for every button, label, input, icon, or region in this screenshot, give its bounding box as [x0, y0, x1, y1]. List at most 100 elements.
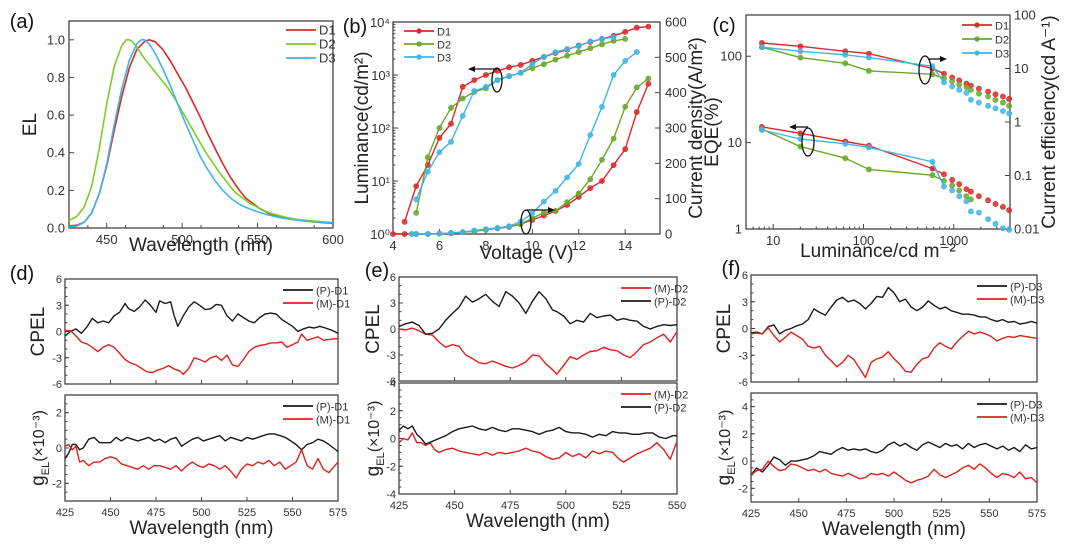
marker-D3-right	[424, 231, 431, 237]
marker-D2-left	[587, 45, 594, 52]
y-tick-label: -4	[386, 489, 396, 501]
marker-D3-CE	[1000, 108, 1006, 114]
marker-D3-CE	[992, 105, 999, 112]
x-tick-label: 14	[618, 238, 632, 253]
y-tick-label: -3	[386, 350, 396, 362]
marker-D3-right	[482, 226, 489, 232]
marker-D2-left	[575, 49, 582, 55]
series-D3-CE	[761, 46, 945, 83]
marker-D3-CE	[956, 86, 963, 93]
y-left-tick-label: 100	[720, 49, 742, 64]
y-right-tick-label: 500	[665, 50, 687, 65]
legend-marker	[974, 22, 980, 28]
panel-d: -6-3036(P)-D1(M)-D1CPEL-202(P)-D1(M)-D1g…	[10, 263, 350, 539]
marker-D3-right	[436, 230, 443, 237]
marker-D2-right	[564, 199, 570, 206]
y-tick-label: 0.8	[47, 70, 65, 85]
y-right-tick-label: 200	[665, 156, 687, 171]
x-tick-label: 425	[56, 507, 74, 519]
panel-label: (d)	[10, 263, 34, 285]
marker-D1-left	[448, 120, 454, 127]
subplot-bottom: -2 0 2 4 (P)-D3(M)-D3 gEL(×10⁻³) 425 450 475 500 5…	[714, 392, 1046, 520]
series-D3-right	[411, 51, 638, 235]
marker-D3-CE	[985, 103, 991, 109]
legend-label: (M)-D2	[654, 284, 688, 296]
marker-D2-CE	[963, 84, 970, 90]
x-axis-label: Voltage (V)	[480, 243, 574, 264]
x-tick-label: 450	[101, 507, 119, 519]
y-tick-label: 0	[742, 456, 748, 468]
marker-D2-right	[645, 75, 652, 82]
marker-D3-left	[541, 54, 547, 60]
marker-D2-EQE	[949, 182, 955, 189]
marker-D3-right	[575, 161, 582, 167]
arrow-right-icon	[940, 56, 947, 62]
marker-D1-right	[633, 109, 640, 115]
axes-frame	[64, 394, 339, 502]
legend-label: (P)-D1	[316, 402, 348, 414]
marker-D2-left	[413, 209, 420, 216]
x-tick-label: 550	[247, 232, 269, 247]
panel-b: 4 6 8 10 12 14 10⁰ 10¹ 10² 10³ 10⁴ 0 100 200 300 400 500…	[343, 15, 707, 265]
legend-marker	[974, 36, 980, 42]
marker-D2-right	[610, 135, 617, 142]
y-tick-label: 0.0	[47, 221, 65, 236]
marker-D1-EQE	[968, 188, 974, 195]
marker-D3-left	[564, 46, 570, 52]
marker-D3-left	[482, 83, 489, 90]
y-axis-label: gEL(×10⁻³)	[28, 410, 52, 486]
arrow-right-icon	[548, 207, 555, 213]
series-PD2	[398, 291, 678, 335]
marker-D3-CE	[963, 90, 970, 96]
y-left-tick-label: 10²	[371, 121, 390, 136]
marker-D1-EQE	[1000, 203, 1006, 210]
marker-D1-left	[645, 23, 652, 30]
y-tick-label: 2	[390, 406, 396, 418]
marker-D2-right	[599, 156, 605, 163]
y-tick-label: 0.2	[47, 183, 65, 198]
y-right-tick-label: 0	[665, 227, 672, 242]
y-right-tick-label: 600	[665, 15, 687, 30]
legend-label: (M)-D3	[1010, 413, 1044, 425]
marker-D1-right	[645, 80, 652, 87]
y-tick-label: 6	[742, 270, 748, 282]
legend-label: (M)-D1	[316, 415, 350, 427]
y-tick-label: -3	[738, 350, 748, 362]
y-tick-label: 4	[742, 402, 748, 414]
marker-D3-CE	[968, 96, 974, 103]
marker-D1-EQE	[963, 186, 970, 192]
x-tick-label: 550	[668, 500, 686, 512]
y-left-tick-label: 10¹	[371, 174, 390, 189]
marker-D2-left	[459, 95, 466, 102]
marker-D3-left	[587, 38, 594, 45]
marker-D3-right	[610, 72, 617, 78]
marker-D2-EQE	[963, 193, 970, 200]
legend-label: D2	[995, 35, 1009, 47]
panel-label: (f)	[722, 258, 741, 280]
arrow-left-icon	[789, 124, 796, 130]
x-axis-label: Wavelength (nm)	[129, 235, 273, 256]
marker-D2-right	[552, 208, 559, 214]
marker-D3-EQE	[866, 144, 872, 151]
y-tick-label: 0	[56, 443, 62, 455]
x-tick-label: 450	[789, 508, 807, 520]
legend-label: D3	[319, 51, 336, 66]
marker-D3-right	[587, 132, 594, 138]
y-right-tick-label: 400	[665, 85, 687, 100]
marker-D3-CE	[759, 44, 765, 51]
series-PD1	[64, 299, 339, 337]
marker-D3-EQE	[992, 220, 999, 227]
y-tick-label: -2	[386, 461, 396, 473]
y-right-axis-label: Current efficiency(cd A⁻¹)	[1039, 15, 1060, 228]
legend-marker	[416, 54, 422, 60]
x-tick-label: 550	[980, 508, 998, 520]
y-tick-label: 4	[390, 378, 396, 390]
legend-label: (P)-D2	[654, 297, 686, 309]
marker-D3-left	[471, 88, 478, 94]
legend-label: (M)-D3	[1010, 295, 1044, 307]
y-left-tick-label: 10⁴	[370, 15, 390, 30]
legend-label: D1	[319, 23, 336, 38]
marker-D1-right	[622, 146, 629, 153]
